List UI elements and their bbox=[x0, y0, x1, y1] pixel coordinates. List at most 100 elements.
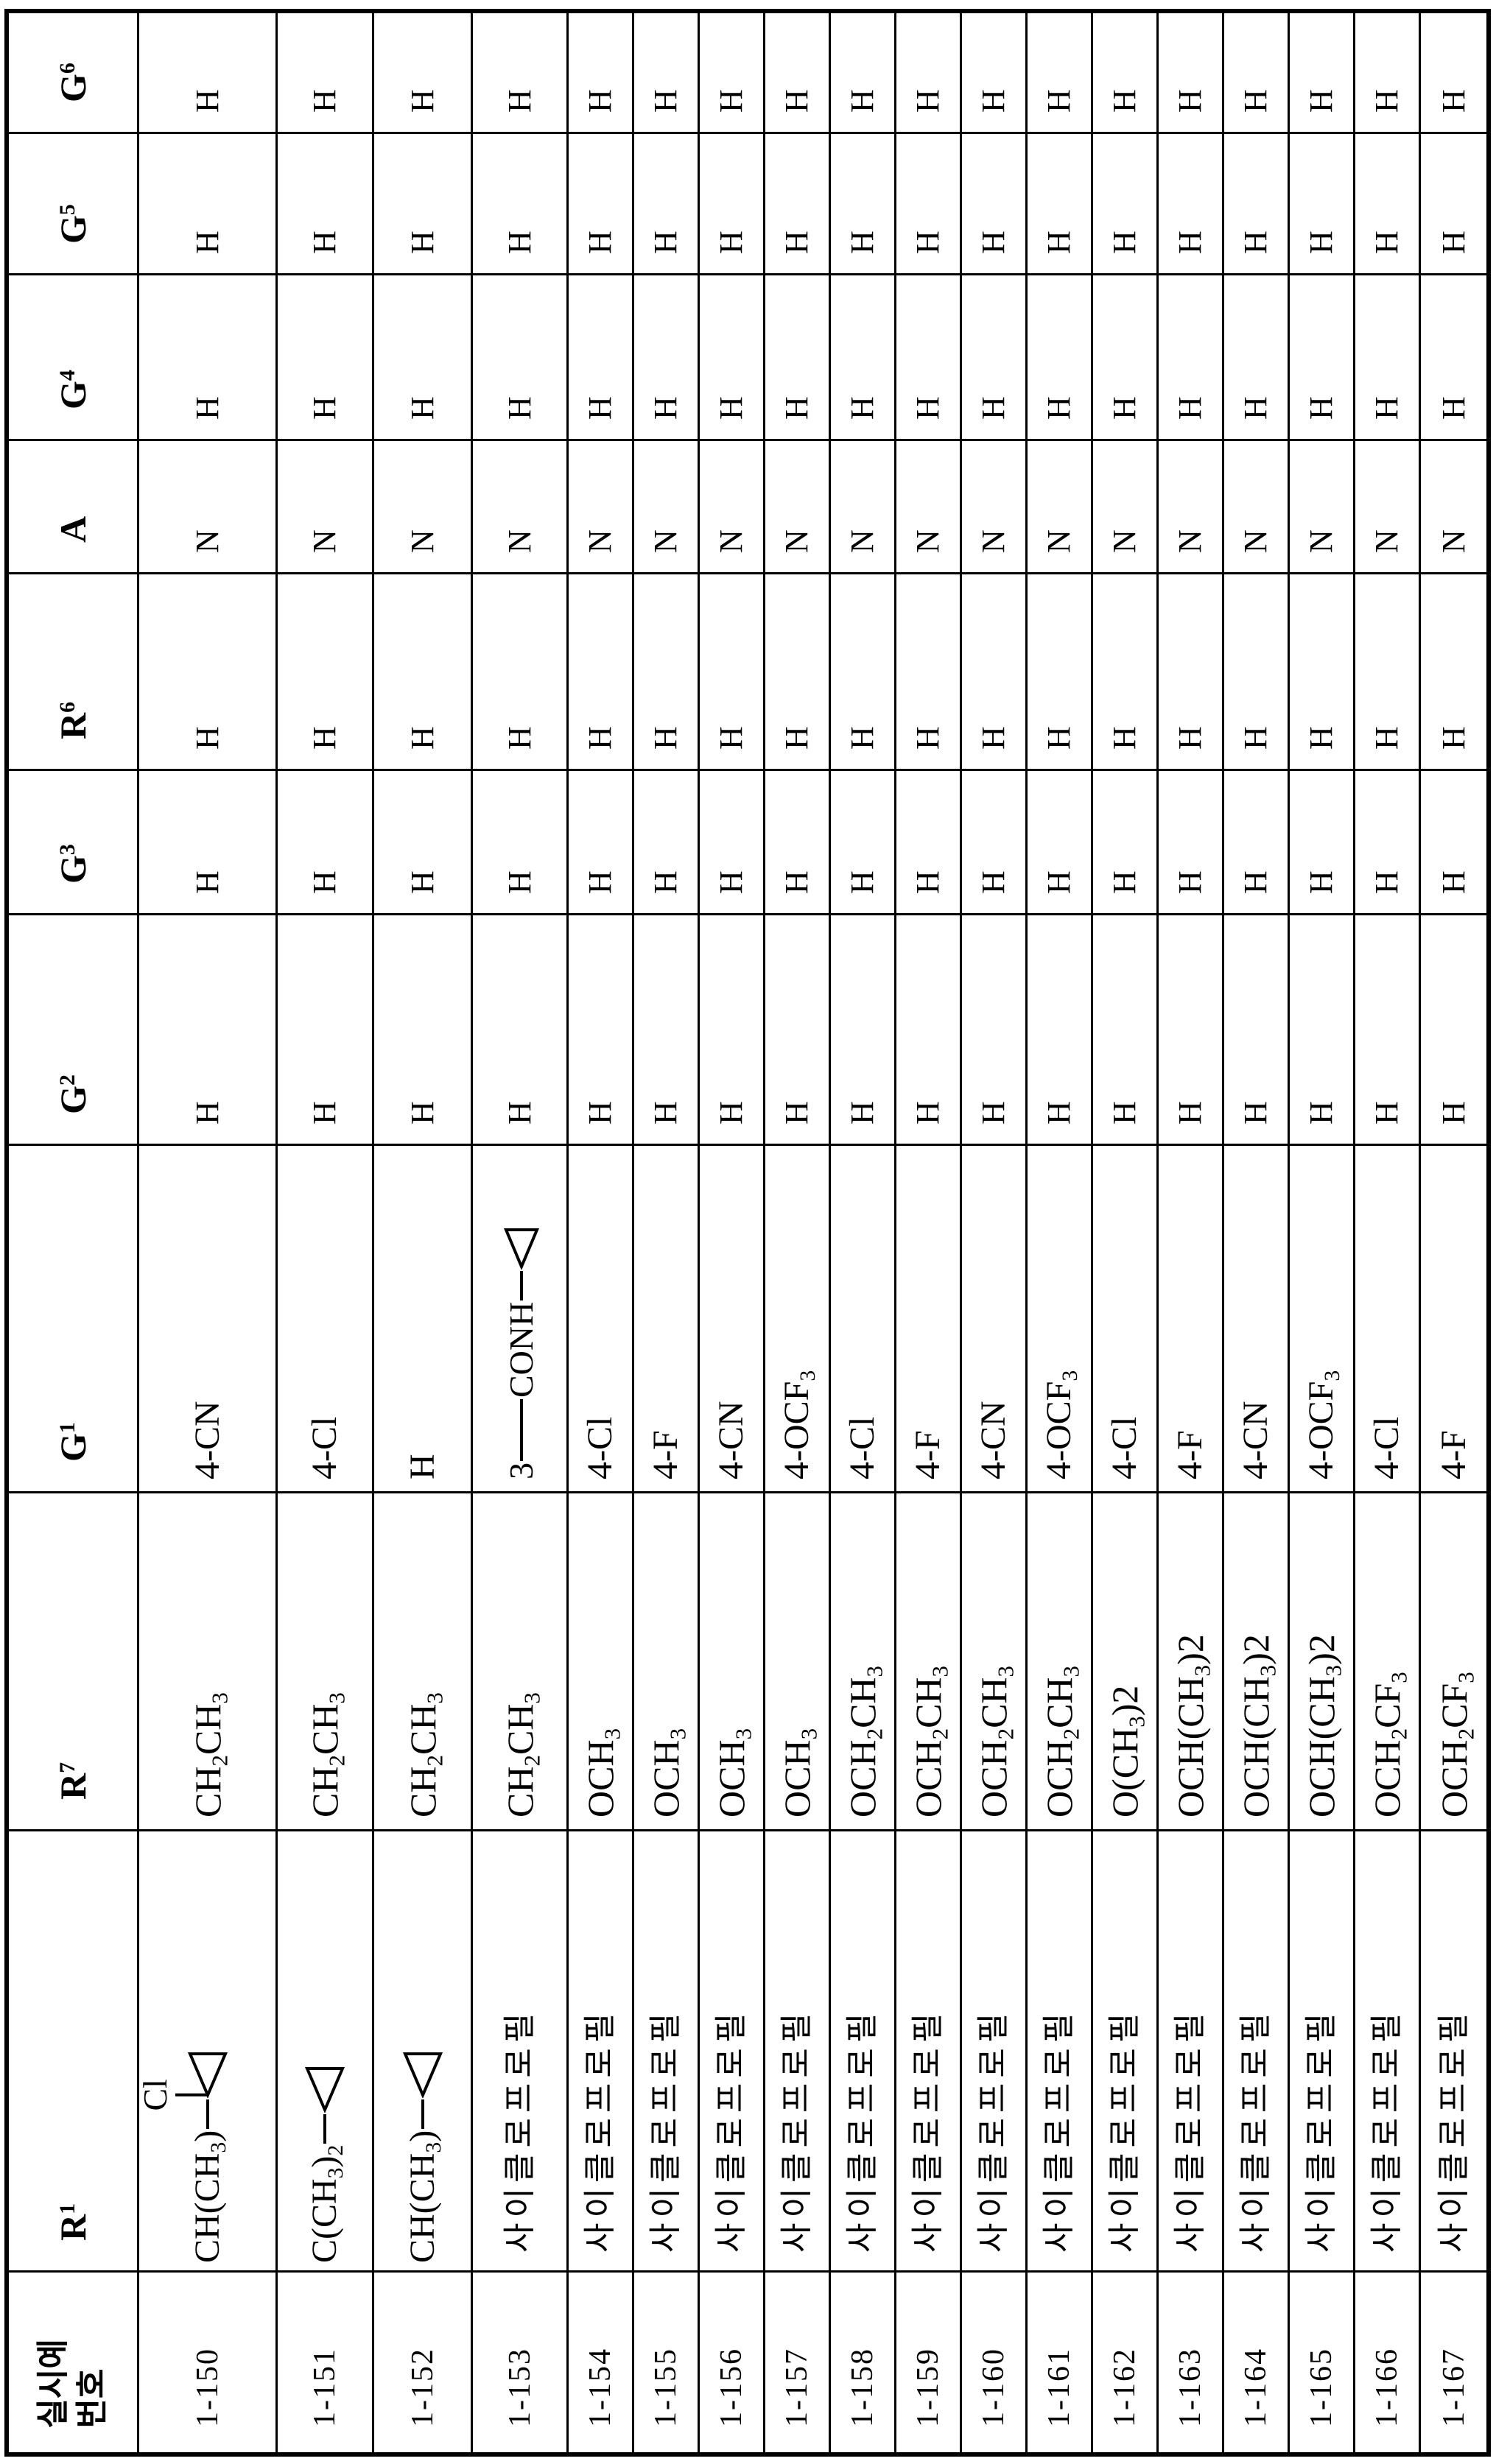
cell-value: N bbox=[404, 529, 440, 553]
cell-g1-1-159: 4-F bbox=[896, 1146, 962, 1493]
cell-value: H bbox=[1303, 870, 1339, 894]
cell-g6-1-153: H bbox=[473, 13, 569, 134]
cell-g4-1-157: H bbox=[765, 275, 831, 441]
cell-g5-1-157: H bbox=[765, 134, 831, 275]
cell-value: CH(CH3) Cl bbox=[136, 2051, 230, 2263]
cell-value: 1-166 bbox=[1370, 2348, 1404, 2427]
cell-value: H bbox=[1435, 89, 1472, 113]
cell-a-1-163: N bbox=[1159, 441, 1224, 574]
cell-value: H bbox=[1106, 396, 1142, 420]
cell-value: 사이클로프로필 bbox=[779, 2007, 815, 2253]
cell-g1-1-162: 4-Cl bbox=[1093, 1146, 1159, 1493]
cell-value: H bbox=[1041, 870, 1077, 894]
cell-value: H bbox=[404, 230, 440, 254]
row-header-label-r6: R6 bbox=[52, 701, 94, 739]
cell-g5-1-152: H bbox=[374, 134, 473, 275]
cell-g6-1-152: H bbox=[374, 13, 473, 134]
cell-value: CH2CH3 bbox=[499, 1692, 544, 1817]
cell-g5-1-167: H bbox=[1421, 134, 1486, 275]
cell-g2-1-164: H bbox=[1224, 915, 1290, 1146]
cell-r6-1-166: H bbox=[1355, 574, 1421, 771]
cell-value: 3 CONH bbox=[502, 1227, 540, 1479]
cell-value: OCH(CH3)2 bbox=[1170, 1634, 1215, 1817]
cell-value: 1-163 bbox=[1173, 2348, 1207, 2427]
cell-g3-1-163: H bbox=[1159, 771, 1224, 915]
cell-r7-1-151: CH2CH3 bbox=[278, 1493, 374, 1831]
cell-value: H bbox=[1237, 89, 1274, 113]
cell-value: 1-157 bbox=[780, 2348, 814, 2427]
cell-value: H bbox=[844, 396, 880, 420]
cell-r7-1-167: OCH2CF3 bbox=[1421, 1493, 1486, 1831]
cell-value: OCH2CH3 bbox=[973, 1665, 1019, 1817]
cell-value: N bbox=[975, 529, 1011, 553]
cell-value: H bbox=[1435, 870, 1472, 894]
cell-r1-1-155: 사이클로프로필 bbox=[634, 1831, 700, 2273]
cell-no-1-150: 1-150 bbox=[139, 2273, 278, 2452]
row-header-g1: G1 bbox=[9, 1146, 139, 1493]
row-header-label-no: 실시예 번호 bbox=[35, 2339, 110, 2429]
cell-g2-1-154: H bbox=[569, 915, 634, 1146]
cell-value: OCH3 bbox=[776, 1728, 822, 1817]
cell-g2-1-159: H bbox=[896, 915, 962, 1146]
row-header-g2: G2 bbox=[9, 915, 139, 1146]
cell-g4-1-161: H bbox=[1028, 275, 1093, 441]
cell-g2-1-155: H bbox=[634, 915, 700, 1146]
cell-value: H bbox=[501, 230, 538, 254]
cell-value: OCH2CH3 bbox=[842, 1665, 888, 1817]
bond-line bbox=[421, 2099, 424, 2129]
cell-value: 1-151 bbox=[308, 2348, 342, 2427]
cell-value: H bbox=[1237, 870, 1274, 894]
cell-a-1-157: N bbox=[765, 441, 831, 574]
cell-value: 4-OCF3 bbox=[1302, 1370, 1344, 1479]
cell-g6-1-158: H bbox=[831, 13, 896, 134]
cell-a-1-156: N bbox=[700, 441, 765, 574]
cell-g4-1-159: H bbox=[896, 275, 962, 441]
cell-g3-1-160: H bbox=[962, 771, 1028, 915]
cell-value: H bbox=[1303, 726, 1339, 750]
cell-r6-1-152: H bbox=[374, 574, 473, 771]
cell-r1-1-165: 사이클로프로필 bbox=[1290, 1831, 1355, 2273]
formula-text: CONH bbox=[502, 1301, 540, 1398]
cell-g6-1-163: H bbox=[1159, 13, 1224, 134]
cell-value: H bbox=[1172, 1101, 1208, 1124]
cell-g1-1-158: 4-Cl bbox=[831, 1146, 896, 1493]
cell-value: 사이클로프로필 bbox=[647, 2007, 684, 2253]
cell-value: H bbox=[779, 396, 815, 420]
cell-value: 사이클로프로필 bbox=[1041, 2007, 1077, 2253]
cell-value: H bbox=[582, 1101, 618, 1124]
cell-no-1-160: 1-160 bbox=[962, 2273, 1028, 2452]
cell-r7-1-159: OCH2CH3 bbox=[896, 1493, 962, 1831]
cell-r6-1-163: H bbox=[1159, 574, 1224, 771]
cell-value: H bbox=[779, 230, 815, 254]
cell-value: N bbox=[501, 529, 538, 553]
cell-g2-1-162: H bbox=[1093, 915, 1159, 1146]
cell-value: H bbox=[1172, 89, 1208, 113]
cell-g1-1-156: 4-CN bbox=[700, 1146, 765, 1493]
cell-a-1-165: N bbox=[1290, 441, 1355, 574]
cell-value: N bbox=[844, 529, 880, 553]
cell-g1-1-165: 4-OCF3 bbox=[1290, 1146, 1355, 1493]
cell-value: H bbox=[975, 89, 1011, 113]
cell-g3-1-165: H bbox=[1290, 771, 1355, 915]
cell-value: H bbox=[910, 870, 946, 894]
cell-value: N bbox=[713, 529, 749, 553]
cell-g6-1-156: H bbox=[700, 13, 765, 134]
cell-value: H bbox=[1106, 1101, 1142, 1124]
cell-r6-1-156: H bbox=[700, 574, 765, 771]
cell-r1-1-150: CH(CH3) Cl bbox=[136, 1831, 278, 2273]
cell-r1-1-158: 사이클로프로필 bbox=[831, 1831, 896, 2273]
cell-value: H bbox=[647, 726, 684, 750]
cell-value: H bbox=[1172, 396, 1208, 420]
cell-value: 사이클로프로필 bbox=[501, 2007, 538, 2253]
cell-value: OCH(CH3)2 bbox=[1301, 1634, 1346, 1817]
cell-r6-1-161: H bbox=[1028, 574, 1093, 771]
cell-no-1-155: 1-155 bbox=[634, 2273, 700, 2452]
cell-no-1-161: 1-161 bbox=[1028, 2273, 1093, 2452]
cell-value: H bbox=[1237, 396, 1274, 420]
cell-a-1-161: N bbox=[1028, 441, 1093, 574]
cell-no-1-164: 1-164 bbox=[1224, 2273, 1290, 2452]
cell-value: N bbox=[1237, 529, 1274, 553]
cell-value: N bbox=[1172, 529, 1208, 553]
cell-value: 1-161 bbox=[1042, 2348, 1076, 2427]
cell-value: H bbox=[1172, 870, 1208, 894]
